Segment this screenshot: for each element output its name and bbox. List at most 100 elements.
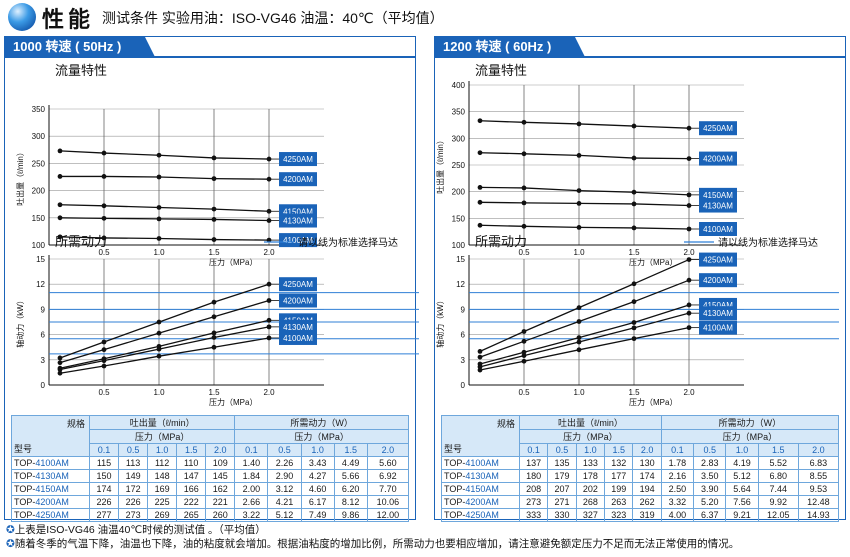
model-suffix: 4130AM [465,471,499,481]
series-line [479,279,690,358]
data-point [576,225,582,230]
power-value: 4.19 [725,456,759,470]
model-prefix: TOP- [444,458,466,468]
y-tick-label: 0 [461,381,466,390]
data-point [57,360,63,366]
table-row: TOP-4200AM 226 226 225 222 221 2.66 4.21 6.17 8.1… [11,495,410,509]
y-tick-label: 300 [452,134,466,143]
flow-value: 202 [575,482,606,496]
flow-value: 333 [518,508,549,522]
model-prefix: TOP- [444,497,466,507]
flow-value: 327 [575,508,606,522]
flow-value: 132 [604,456,634,470]
flow-value: 263 [604,495,634,509]
series-label: 4130AM [703,202,733,211]
model-cell: TOP-4130AM [441,469,520,483]
series-line [59,319,270,369]
power-value: 2.90 [267,469,302,483]
pressure-value: 2.0 [205,443,236,457]
y-tick-label: 200 [32,187,46,196]
series-tag [699,252,737,267]
data-point [101,358,107,364]
series-line [479,326,690,371]
series-line [59,283,270,359]
data-point [631,325,637,331]
power-value: 2.50 [660,482,695,496]
power-value: 14.93 [797,508,840,522]
power-value: 4.60 [300,482,335,496]
data-point [211,330,217,336]
data-point [211,206,217,212]
panel-title: 1200 转速 ( 60Hz ) [435,37,585,57]
data-point [57,202,63,208]
series-label: 4130AM [283,217,313,226]
data-point [521,338,527,344]
data-point [156,236,162,241]
flow-value: 133 [575,456,606,470]
chart-title: 流量特性 [55,63,107,78]
data-point [101,347,107,353]
power-value: 12.48 [797,495,840,509]
bullet-icon: ✪ [6,524,15,536]
series-label: 4100AM [703,324,733,333]
data-point [521,349,527,355]
power-value: 5.12 [267,508,302,522]
flow-value: 273 [118,508,149,522]
flow-value: 199 [604,482,634,496]
data-point [576,335,582,341]
flow-value: 273 [518,495,549,509]
table-row: TOP-4150AM 174 172 169 166 162 2.00 3.12 4.60 6.2… [11,482,410,496]
power-header: 所需动力（W） [234,415,409,430]
data-point [156,205,162,210]
flow-value: 174 [88,482,120,496]
page-title: 性能 [42,7,95,32]
power-value: 3.12 [267,482,302,496]
power-value: 7.44 [757,482,799,496]
power-value: 5.12 [725,469,759,483]
flow-value: 207 [547,482,577,496]
x-tick-label: 2.0 [263,248,275,257]
table-row: TOP-4250AM 333 330 327 323 319 4.00 6.37 9.21 12.… [441,508,840,522]
flow-value: 226 [118,495,149,509]
series-tag [699,198,737,213]
data-point [101,363,107,369]
data-point [101,215,107,221]
pressure-value: 1.0 [575,443,606,457]
pressure-value: 0.5 [693,443,727,457]
table-row: TOP-4100AM 115 113 112 110 109 1.40 2.26 3.43 4.4… [11,456,410,470]
flow-value: 268 [575,495,606,509]
series-line [479,186,690,196]
y-tick-label: 12 [36,280,45,289]
power-value: 3.22 [234,508,269,522]
data-point [576,201,582,206]
pressure-value: 0.5 [547,443,577,457]
x-axis-label: 压力（MPa） [629,397,677,407]
power-header: 所需动力（W） [660,415,840,430]
series-tag [279,213,317,228]
series-line [479,152,690,160]
series-label: 4200AM [283,296,313,305]
flow-value: 226 [88,495,120,509]
power-value: 6.20 [333,482,368,496]
power-value: 5.64 [725,482,759,496]
data-point [101,235,107,241]
y-tick-label: 150 [452,214,466,223]
power-value: 5.52 [757,456,799,470]
flow-value: 269 [147,508,178,522]
power-value: 7.56 [725,495,759,509]
model-suffix: 4100AM [465,458,499,468]
flow-value: 169 [147,482,178,496]
data-point [521,119,527,125]
y-tick-label: 250 [32,159,46,168]
model-suffix: 4150AM [465,484,499,494]
series-label: 4200AM [703,155,733,164]
flow-value: 178 [575,469,606,483]
data-point [521,223,527,229]
power-value: 7.49 [300,508,335,522]
y-tick-label: 350 [452,108,466,117]
pressure-value: 1.5 [333,443,368,457]
data-point [576,319,582,324]
power-value: 8.55 [797,469,840,483]
model-cell: TOP-4200AM [441,495,520,509]
